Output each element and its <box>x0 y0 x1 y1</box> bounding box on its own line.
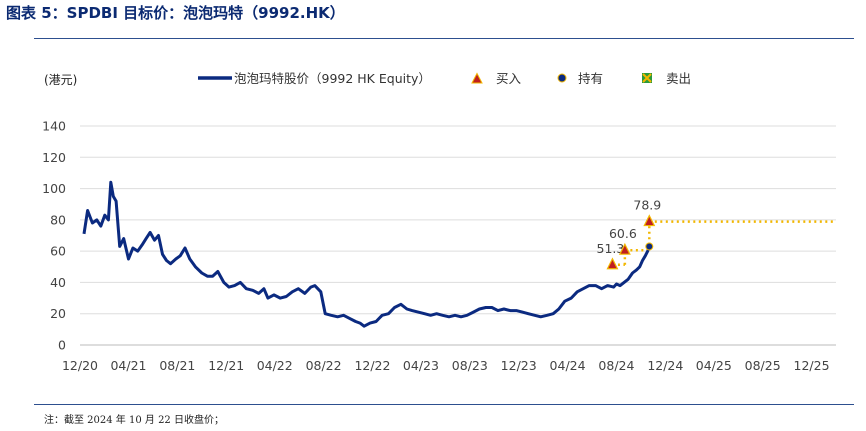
legend-hold-label: 持有 <box>578 71 603 86</box>
buy-marker <box>643 214 656 227</box>
x-tick-label: 12/20 <box>62 358 98 373</box>
legend-buy-marker <box>471 72 483 84</box>
y-tick-label: 120 <box>42 150 66 165</box>
y-tick-label: 0 <box>58 338 66 353</box>
x-tick-label: 08/21 <box>159 358 195 373</box>
x-tick-label: 12/22 <box>354 358 390 373</box>
legend-sell-cross <box>642 73 652 83</box>
x-tick-label: 08/25 <box>745 358 781 373</box>
y-axis-unit: (港元) <box>44 73 77 87</box>
buy-marker <box>606 257 619 270</box>
y-tick-label: 100 <box>42 181 66 196</box>
legend-price-label: 泡泡玛特股价（9992 HK Equity） <box>234 71 431 86</box>
footnote-divider <box>34 404 854 405</box>
y-tick-label: 140 <box>42 119 66 134</box>
title-underline <box>34 38 854 39</box>
footnote: 注：截至 2024 年 10 月 22 日收盘价； <box>44 415 224 426</box>
legend-buy-label: 买入 <box>496 71 522 86</box>
x-tick-label: 12/25 <box>794 358 830 373</box>
legend-sell-label: 卖出 <box>666 71 691 86</box>
x-tick-label: 04/25 <box>696 358 732 373</box>
x-tick-label: 04/22 <box>257 358 293 373</box>
x-tick-label: 04/23 <box>403 358 439 373</box>
y-tick-label: 60 <box>50 244 66 259</box>
x-tick-label: 08/24 <box>598 358 634 373</box>
buy-price-label: 51.3 <box>597 241 625 256</box>
price-series-line <box>82 180 651 328</box>
y-tick-label: 80 <box>50 212 66 227</box>
x-tick-label: 12/23 <box>501 358 537 373</box>
x-tick-label: 12/21 <box>208 358 244 373</box>
buy-price-label: 78.9 <box>633 198 661 213</box>
hold-marker <box>645 242 654 251</box>
x-tick-label: 12/24 <box>647 358 683 373</box>
y-tick-label: 20 <box>50 306 66 321</box>
legend-hold-marker <box>557 73 567 83</box>
figure-title: 图表 5：SPDBI 目标价：泡泡玛特（9992.HK） <box>6 4 345 22</box>
x-tick-label: 08/22 <box>306 358 342 373</box>
x-tick-label: 08/23 <box>452 358 488 373</box>
x-tick-label: 04/21 <box>110 358 146 373</box>
buy-marker <box>618 242 631 255</box>
x-tick-label: 04/24 <box>550 358 586 373</box>
buy-price-label: 60.6 <box>609 226 637 241</box>
y-tick-label: 40 <box>50 275 66 290</box>
